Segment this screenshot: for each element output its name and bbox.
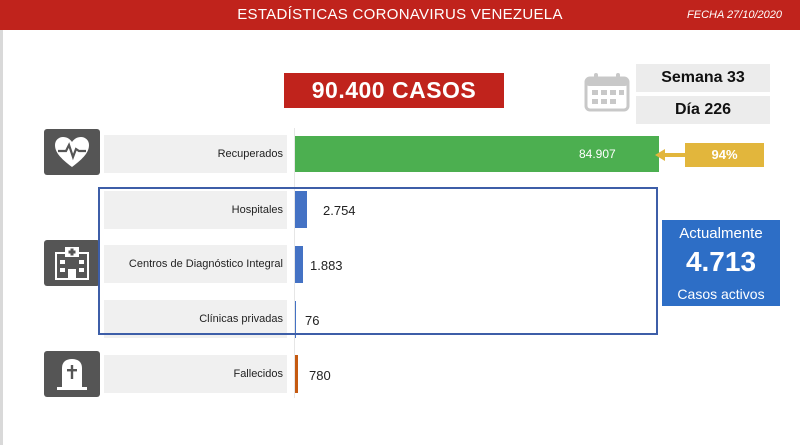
value-hospitales: 2.754 [323,203,356,218]
label-fallecidos: Fallecidos [104,355,287,393]
active-value: 4.713 [685,246,757,277]
report-date: FECHA 27/10/2020 [687,9,782,21]
active-cases-group [98,187,658,335]
bar-hospitales [295,191,307,228]
deceased-tile [44,351,100,397]
page-edge [0,30,3,445]
arrow-left-icon [655,149,687,161]
label-cdi: Centros de Diagnóstico Integral [104,245,287,283]
bar-recuperados [295,136,659,172]
bar-fallecidos [295,355,299,393]
value-clinicas: 76 [305,313,320,328]
week-label: Semana 33 [636,64,770,92]
tombstone-icon [57,359,87,390]
total-cases-box: 90.400 CASOS [284,73,504,108]
active-cases-box: Actualmente 4.713 Casos activos [662,220,780,306]
heart-pulse-icon [55,137,89,167]
active-subtitle: Casos activos [677,286,765,302]
bar-axis [294,128,295,398]
hospital-icon [55,247,89,280]
label-clinicas: Clínicas privadas [104,300,287,338]
recovered-tile [44,129,100,175]
header-banner: ESTADÍSTICAS CORONAVIRUS VENEZUELA FECHA… [0,0,800,30]
bar-cdi [295,246,304,283]
bar-clinicas [295,301,296,338]
calendar-icon [584,73,630,112]
label-recuperados: Recuperados [104,135,287,173]
value-recuperados: 84.907 [579,147,616,161]
hospital-tile [44,240,100,286]
label-hospitales: Hospitales [104,191,287,229]
value-cdi: 1.883 [310,258,343,273]
day-label: Día 226 [636,96,770,124]
recovered-percent-badge: 94% [685,143,764,167]
active-title: Actualmente [679,225,763,242]
value-fallecidos: 780 [309,368,331,383]
page-title: ESTADÍSTICAS CORONAVIRUS VENEZUELA [237,6,563,23]
